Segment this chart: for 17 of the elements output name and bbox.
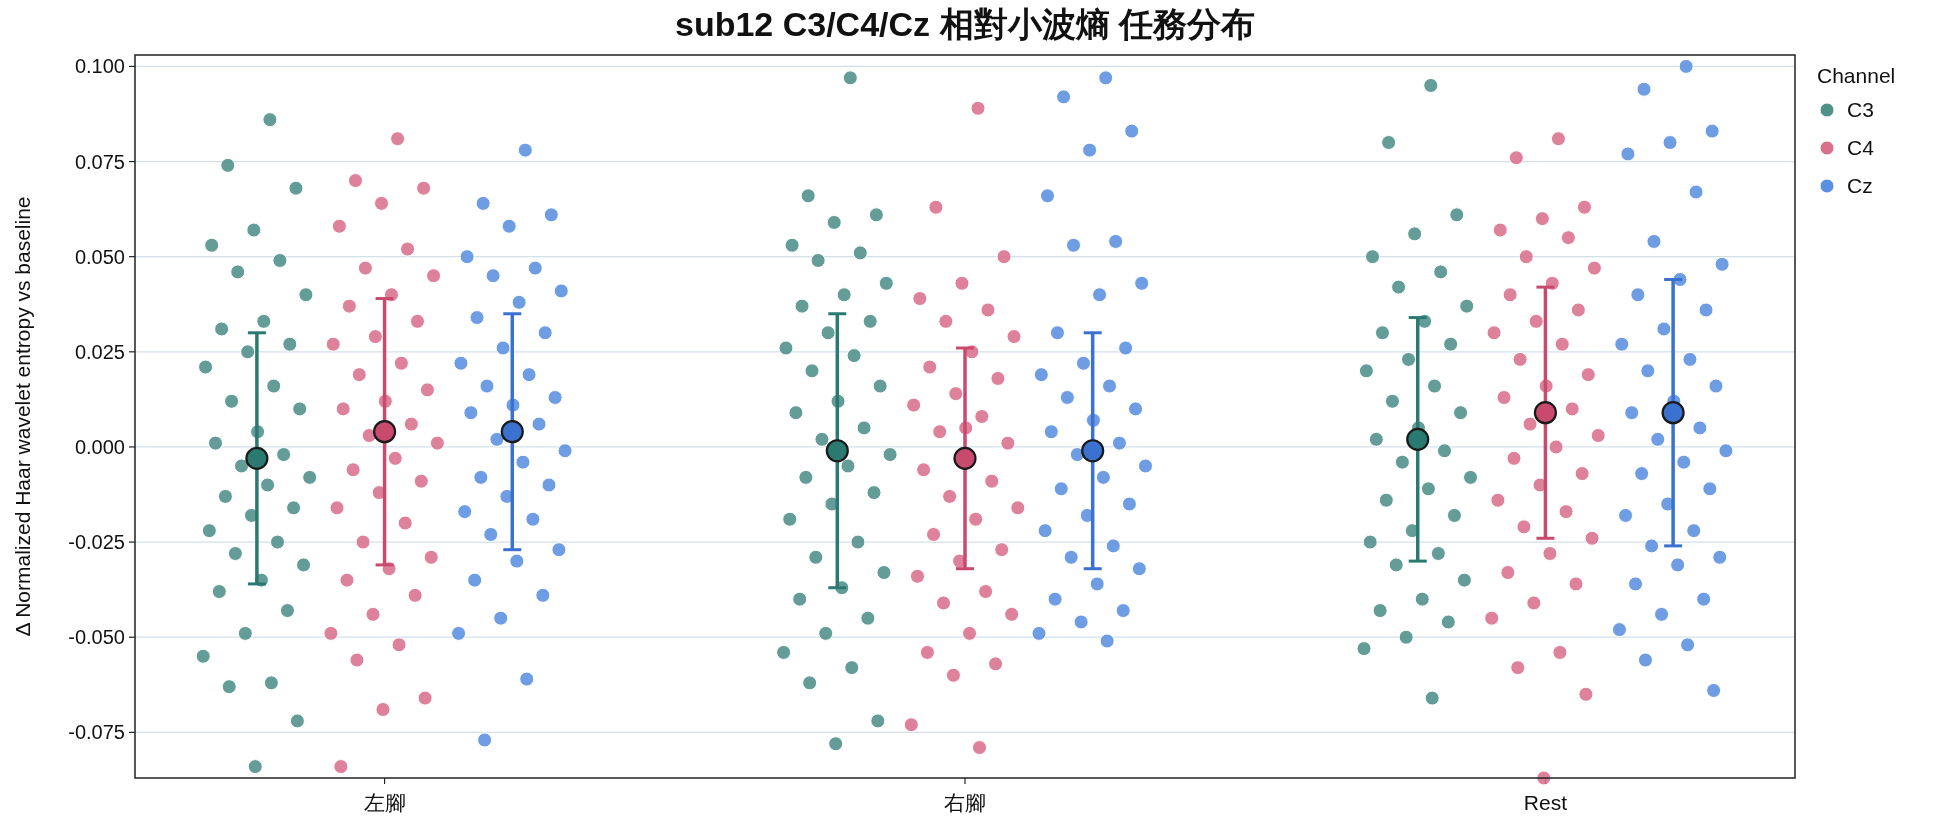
x-tick-label: 右腳 [944,791,986,814]
legend-title: Channel [1817,64,1896,87]
y-tick-label: 0.100 [74,55,125,78]
y-tick-label: 0.050 [74,245,125,268]
y-tick-label: 0.000 [74,435,125,458]
x-tick-label: Rest [1523,791,1568,814]
y-tick-label: -0.075 [68,721,125,744]
legend-label: C4 [1847,136,1875,159]
y-tick-label: -0.025 [68,531,125,554]
y-tick-label: 0.025 [74,340,125,363]
legend-label: Cz [1847,174,1873,197]
y-axis-title: Δ Normalized Haar wavelet entropy vs baseline [11,196,34,637]
y-tick-label: -0.050 [68,626,125,649]
legend-label: C3 [1847,98,1874,121]
y-tick-label: 0.075 [74,150,125,173]
chart-title: sub12 C3/C4/Cz 相對小波熵 任務分布 [675,5,1255,43]
x-tick-label: 左腳 [363,791,406,814]
